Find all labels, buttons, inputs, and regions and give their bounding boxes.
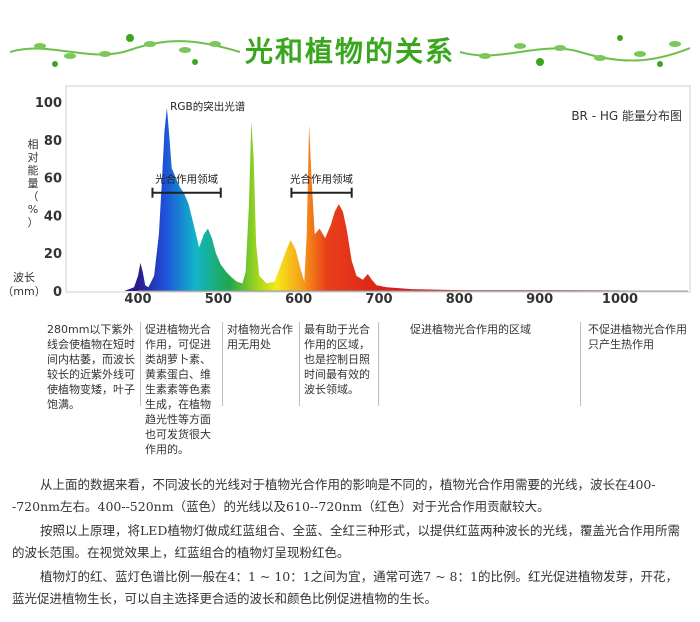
page-header: 光和植物的关系 [0,0,700,80]
annotation-label: 光合作用领域 [290,173,353,186]
y-tick-label: 0 [53,285,62,300]
chart-plot-area [124,107,688,292]
paragraph-3: 植物灯的红、蓝灯色谱比例一般在4：1 ~ 10：1之间为宜，通常可选7 ~ 8：… [12,569,678,606]
region-divider [378,322,379,406]
annotation-label: RGB的突出光谱 [170,100,246,113]
paragraph-1: 从上面的数据来看，不同波长的光线对于植物光合作用的影响是不同的，植物光合作用需要… [12,477,656,514]
region-divider [222,322,223,406]
x-tick-label: 400 [124,292,151,307]
region-divider [299,322,300,406]
x-tick-label: 800 [446,292,473,307]
y-axis-label: 相对能量（%） [28,138,39,229]
chart-ticks: 100 80 60 40 20 0 400 500 600 700 800 900 1000 [35,96,638,307]
paragraph-2: 按照以上原理，将LED植物灯做成红蓝组合、全蓝、全红三种形式，以提供红蓝两种波长… [12,523,680,560]
y-tick-label: 20 [44,247,62,262]
x-tick-label: 900 [526,292,553,307]
annotation-label: 光合作用领域 [155,173,218,186]
left-vine-decoration [10,34,240,67]
right-vine-decoration [460,35,690,67]
region-description-uv: 280mm以下紫外线会使植物在短时间内枯萎，而波长较长的近紫外线可使植物变矮，叶… [47,323,135,411]
x-axis-label: 波长（mm） [2,271,45,298]
x-tick-label: 500 [205,292,232,307]
x-tick-label: 700 [365,292,392,307]
region-divider [580,322,581,406]
y-tick-label: 40 [44,209,62,224]
spectrum-series-area [124,107,621,291]
y-tick-label: 100 [35,96,62,111]
region-description-far-red: 促进植物光合作用的区域 [410,323,531,336]
region-description-green: 对植物光合作用无用处 [227,323,293,351]
y-tick-label: 80 [44,134,62,149]
y-tick-label: 60 [44,172,62,187]
x-tick-label: 600 [285,292,312,307]
page-title: 光和植物的关系 [244,35,455,68]
chart-corner-label: BR - HG 能量分布图 [571,109,682,123]
region-description-infrared: 不促进植物光合作用只产生热作用 [588,323,687,351]
region-description-blue: 促进植物光合作用，可促进类胡萝卜素、黄素蛋白、维生素素等色素生成，在植物趋光性等… [145,323,211,456]
chart-border [65,85,691,293]
region-description-red: 最有助于光合作用的区域，也是控制日照时间最有效的波长领域。 [304,323,370,396]
x-tick-label: 1000 [602,292,638,307]
region-divider [140,322,141,406]
